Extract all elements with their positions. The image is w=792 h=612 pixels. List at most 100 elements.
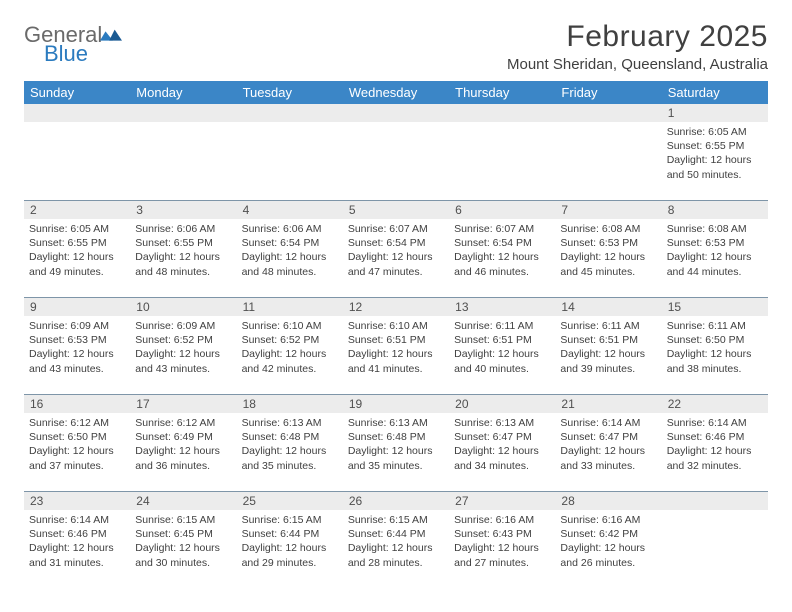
sunset-text: Sunset: 6:47 PM [454,430,550,444]
sunset-text: Sunset: 6:50 PM [29,430,125,444]
day2-text: and 35 minutes. [348,459,444,473]
day-cell: Sunrise: 6:15 AMSunset: 6:44 PMDaylight:… [237,510,343,588]
day-number: 25 [237,492,343,510]
sunrise-text: Sunrise: 6:09 AM [135,319,231,333]
day-cell: Sunrise: 6:05 AMSunset: 6:55 PMDaylight:… [662,122,768,200]
day-number: 24 [130,492,236,510]
sunset-text: Sunset: 6:46 PM [29,527,125,541]
sunset-text: Sunset: 6:52 PM [242,333,338,347]
sunset-text: Sunset: 6:54 PM [348,236,444,250]
day1-text: Daylight: 12 hours [454,541,550,555]
day1-text: Daylight: 12 hours [348,250,444,264]
day2-text: and 43 minutes. [29,362,125,376]
sunset-text: Sunset: 6:49 PM [135,430,231,444]
sunset-text: Sunset: 6:48 PM [348,430,444,444]
day-number: 17 [130,395,236,413]
sunrise-text: Sunrise: 6:11 AM [454,319,550,333]
day2-text: and 49 minutes. [29,265,125,279]
sunrise-text: Sunrise: 6:14 AM [560,416,656,430]
day2-text: and 34 minutes. [454,459,550,473]
day1-text: Daylight: 12 hours [242,250,338,264]
sunrise-text: Sunrise: 6:06 AM [242,222,338,236]
day1-text: Daylight: 12 hours [348,541,444,555]
day-cell [343,122,449,200]
day-cell [24,122,130,200]
day-cell [555,122,661,200]
day-cell: Sunrise: 6:15 AMSunset: 6:45 PMDaylight:… [130,510,236,588]
day-cell: Sunrise: 6:11 AMSunset: 6:51 PMDaylight:… [555,316,661,394]
day1-text: Daylight: 12 hours [667,347,763,361]
day-header-row: Sunday Monday Tuesday Wednesday Thursday… [24,81,768,104]
day2-text: and 44 minutes. [667,265,763,279]
day-cell: Sunrise: 6:16 AMSunset: 6:43 PMDaylight:… [449,510,555,588]
day-number [662,492,768,510]
day1-text: Daylight: 12 hours [667,153,763,167]
day1-text: Daylight: 12 hours [242,444,338,458]
title-block: February 2025 Mount Sheridan, Queensland… [507,20,768,73]
sunset-text: Sunset: 6:54 PM [454,236,550,250]
day-cell: Sunrise: 6:14 AMSunset: 6:46 PMDaylight:… [24,510,130,588]
day-cell: Sunrise: 6:06 AMSunset: 6:54 PMDaylight:… [237,219,343,297]
day-number: 21 [555,395,661,413]
sunset-text: Sunset: 6:52 PM [135,333,231,347]
day-header: Friday [555,81,661,104]
sunset-text: Sunset: 6:53 PM [667,236,763,250]
sunset-text: Sunset: 6:55 PM [29,236,125,250]
day-cell [237,122,343,200]
sunrise-text: Sunrise: 6:12 AM [135,416,231,430]
day-number: 4 [237,201,343,219]
day-cell: Sunrise: 6:13 AMSunset: 6:48 PMDaylight:… [343,413,449,491]
day-number: 9 [24,298,130,316]
day2-text: and 46 minutes. [454,265,550,279]
sunrise-text: Sunrise: 6:16 AM [454,513,550,527]
day-cell: Sunrise: 6:07 AMSunset: 6:54 PMDaylight:… [449,219,555,297]
day-number: 5 [343,201,449,219]
week-row: Sunrise: 6:14 AMSunset: 6:46 PMDaylight:… [24,510,768,588]
day1-text: Daylight: 12 hours [560,347,656,361]
day-cell: Sunrise: 6:13 AMSunset: 6:48 PMDaylight:… [237,413,343,491]
day2-text: and 43 minutes. [135,362,231,376]
day-cell: Sunrise: 6:11 AMSunset: 6:51 PMDaylight:… [449,316,555,394]
day-cell: Sunrise: 6:10 AMSunset: 6:52 PMDaylight:… [237,316,343,394]
day1-text: Daylight: 12 hours [667,444,763,458]
sunset-text: Sunset: 6:47 PM [560,430,656,444]
day2-text: and 35 minutes. [242,459,338,473]
sunrise-text: Sunrise: 6:15 AM [135,513,231,527]
day-cell: Sunrise: 6:12 AMSunset: 6:50 PMDaylight:… [24,413,130,491]
day2-text: and 37 minutes. [29,459,125,473]
day-number [555,104,661,122]
day-number [449,104,555,122]
day-number: 7 [555,201,661,219]
day2-text: and 33 minutes. [560,459,656,473]
sunset-text: Sunset: 6:51 PM [348,333,444,347]
day-number-row: 232425262728 [24,491,768,510]
day1-text: Daylight: 12 hours [560,250,656,264]
day-header: Wednesday [343,81,449,104]
day-number: 14 [555,298,661,316]
day-cell: Sunrise: 6:09 AMSunset: 6:53 PMDaylight:… [24,316,130,394]
sunrise-text: Sunrise: 6:13 AM [242,416,338,430]
day2-text: and 41 minutes. [348,362,444,376]
sunrise-text: Sunrise: 6:10 AM [242,319,338,333]
sunrise-text: Sunrise: 6:10 AM [348,319,444,333]
sunrise-text: Sunrise: 6:13 AM [348,416,444,430]
day2-text: and 29 minutes. [242,556,338,570]
day-number [343,104,449,122]
sunset-text: Sunset: 6:43 PM [454,527,550,541]
day-number: 2 [24,201,130,219]
day-number-row: 16171819202122 [24,394,768,413]
calendar: Sunday Monday Tuesday Wednesday Thursday… [24,81,768,588]
day-number: 11 [237,298,343,316]
sunrise-text: Sunrise: 6:11 AM [560,319,656,333]
day-header: Thursday [449,81,555,104]
day1-text: Daylight: 12 hours [348,347,444,361]
day-cell: Sunrise: 6:08 AMSunset: 6:53 PMDaylight:… [662,219,768,297]
day2-text: and 50 minutes. [667,168,763,182]
day-header: Sunday [24,81,130,104]
day-number: 28 [555,492,661,510]
day-cell [449,122,555,200]
day-cell: Sunrise: 6:06 AMSunset: 6:55 PMDaylight:… [130,219,236,297]
day-cell: Sunrise: 6:16 AMSunset: 6:42 PMDaylight:… [555,510,661,588]
sunset-text: Sunset: 6:55 PM [667,139,763,153]
day-number-row: 2345678 [24,200,768,219]
